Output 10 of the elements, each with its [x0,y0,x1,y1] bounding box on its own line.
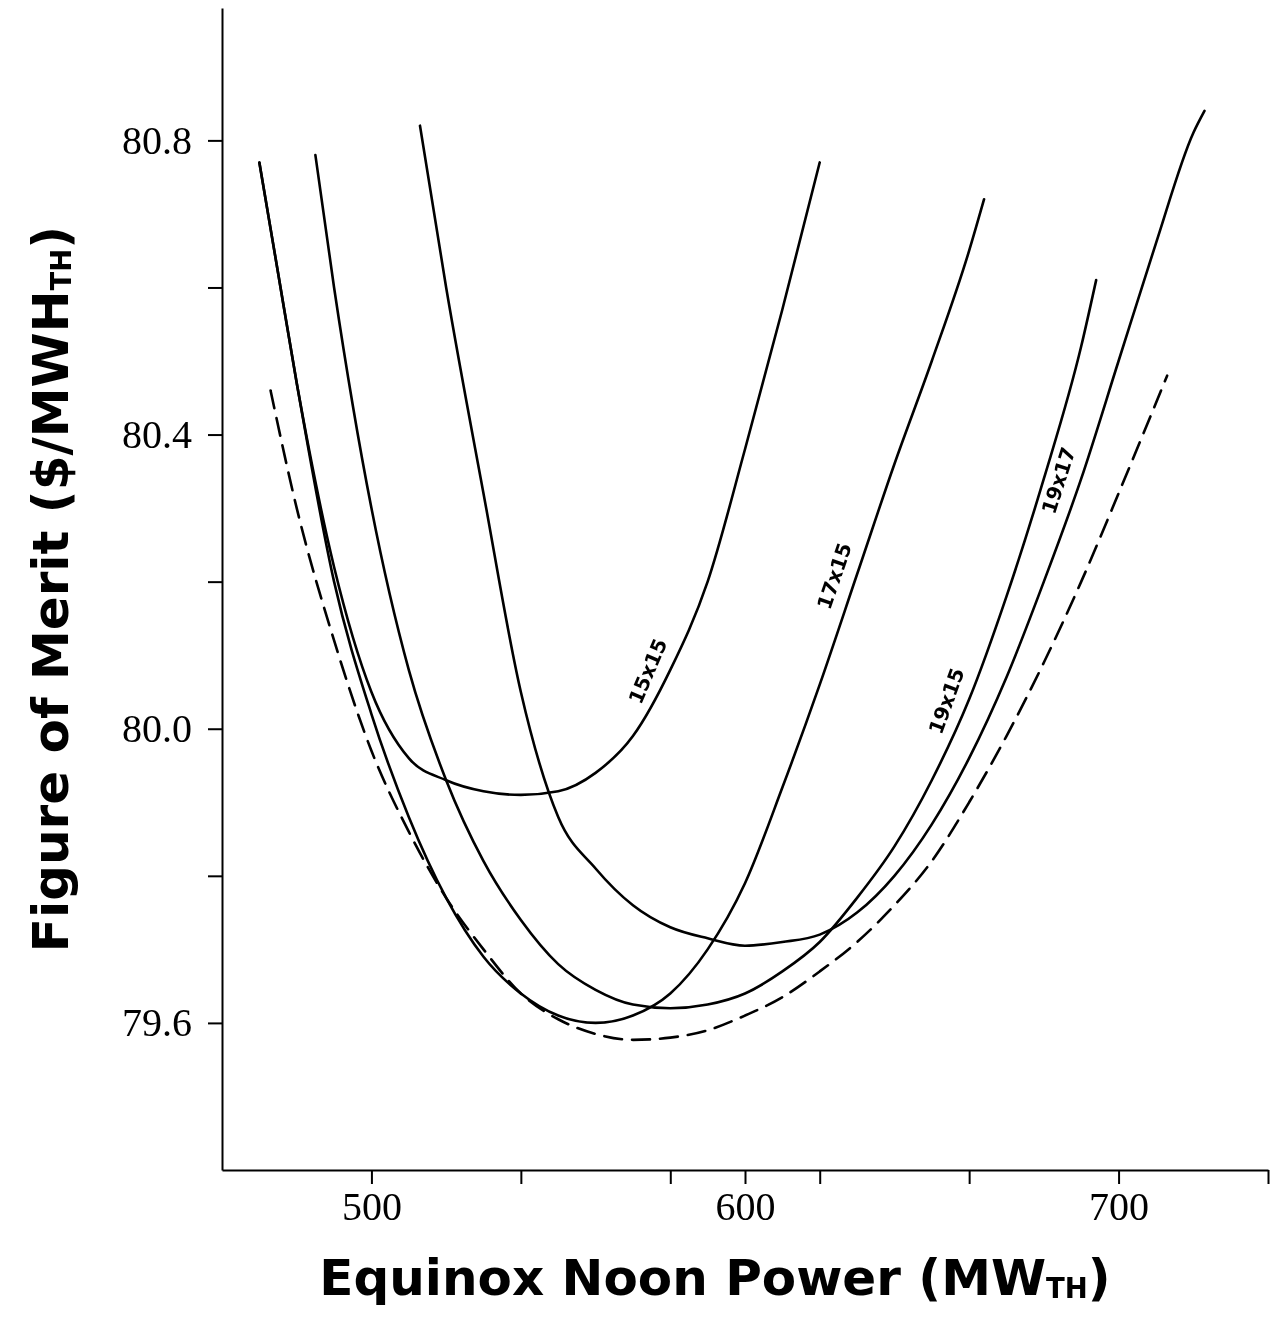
x-tick-label: 600 [715,1184,776,1229]
y-tick-label: 80.4 [122,411,192,457]
text: 17x15 [812,539,857,613]
x-tick-label: 700 [1089,1184,1150,1229]
text: 19x15 [923,664,970,738]
x-tick-label: 500 [341,1184,402,1229]
y-tick-label: 80.8 [122,117,192,163]
y-tick-label: 80.0 [122,706,192,752]
text: 19x17 [1036,444,1081,517]
y-tick-label: 79.6 [122,1000,192,1046]
